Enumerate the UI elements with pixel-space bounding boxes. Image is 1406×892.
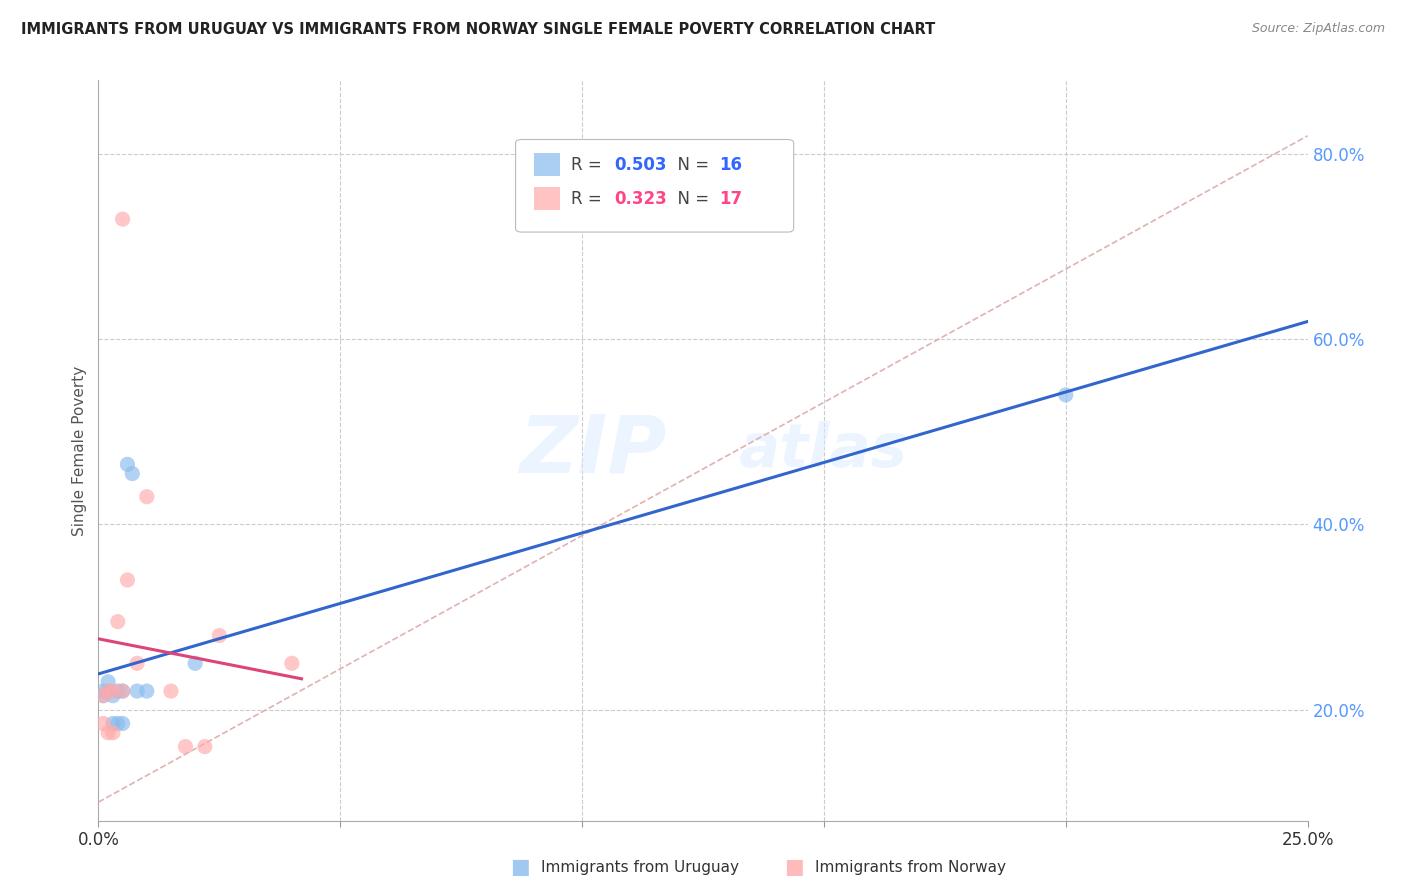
Point [111, 212, 134, 227]
Text: R =: R = [571, 190, 607, 208]
Point [101, 684, 124, 698]
Point [101, 725, 124, 739]
Text: Source: ZipAtlas.com: Source: ZipAtlas.com [1251, 22, 1385, 36]
Text: 16: 16 [718, 156, 742, 174]
FancyBboxPatch shape [516, 139, 793, 232]
Point [135, 490, 157, 504]
Text: Immigrants from Norway: Immigrants from Norway [815, 860, 1007, 874]
Text: IMMIGRANTS FROM URUGUAY VS IMMIGRANTS FROM NORWAY SINGLE FEMALE POVERTY CORRELAT: IMMIGRANTS FROM URUGUAY VS IMMIGRANTS FR… [21, 22, 935, 37]
Point [107, 684, 129, 698]
Point [160, 684, 183, 698]
Point [111, 716, 134, 731]
FancyBboxPatch shape [534, 153, 561, 176]
Y-axis label: Single Female Poverty: Single Female Poverty [72, 366, 87, 535]
Text: R =: R = [571, 156, 607, 174]
Point [91, 689, 114, 703]
Point [97, 725, 120, 739]
Point [91, 716, 114, 731]
Point [111, 684, 134, 698]
Text: ■: ■ [510, 857, 530, 877]
Point [127, 657, 149, 671]
Point [184, 657, 207, 671]
FancyBboxPatch shape [534, 187, 561, 210]
Point [208, 628, 231, 642]
Point [194, 739, 217, 754]
Text: ZIP: ZIP [519, 411, 666, 490]
Text: 17: 17 [718, 190, 742, 208]
Point [1054, 388, 1077, 402]
Point [97, 684, 120, 698]
Point [101, 689, 124, 703]
Point [107, 716, 129, 731]
Text: 0.503: 0.503 [614, 156, 668, 174]
Point [101, 716, 124, 731]
Point [97, 674, 120, 689]
Point [127, 684, 149, 698]
Text: 0.323: 0.323 [614, 190, 668, 208]
Text: N =: N = [666, 156, 714, 174]
Point [111, 684, 134, 698]
Point [107, 615, 129, 629]
Text: ■: ■ [785, 857, 804, 877]
Point [97, 684, 120, 698]
Point [117, 573, 139, 587]
Point [121, 467, 143, 481]
Point [117, 458, 139, 472]
Point [91, 684, 114, 698]
Text: N =: N = [666, 190, 714, 208]
Text: atlas: atlas [740, 421, 908, 480]
Point [91, 689, 114, 703]
Point [281, 657, 304, 671]
Point [174, 739, 197, 754]
Point [135, 684, 157, 698]
Text: Immigrants from Uruguay: Immigrants from Uruguay [541, 860, 740, 874]
